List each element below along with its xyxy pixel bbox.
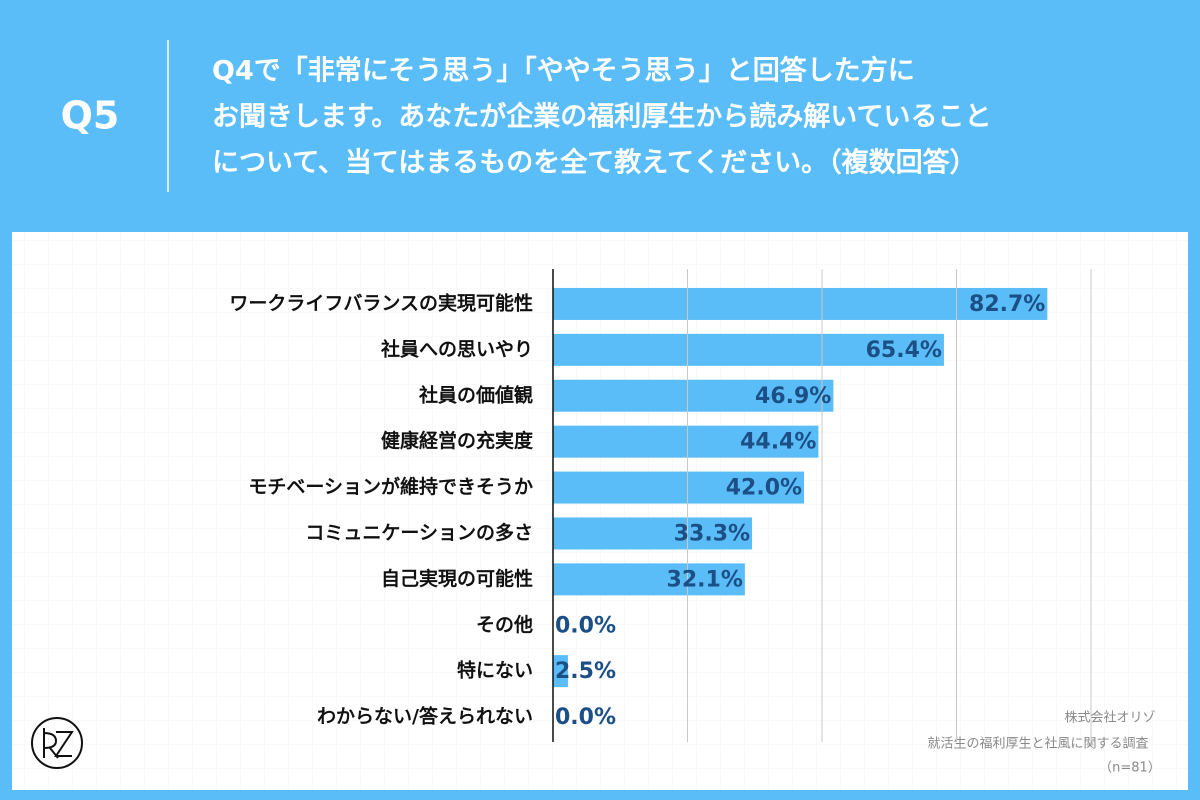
category-label: モチベーションが維持できそうか [248, 475, 533, 498]
question-line: について、当てはまるものを全て教えてください。（複数回答） [212, 147, 977, 179]
bar [553, 517, 753, 550]
category-label: 自己実現の可能性 [381, 567, 533, 590]
bar [553, 655, 568, 688]
value-label: 0.0% [555, 613, 616, 638]
bar [553, 333, 944, 366]
value-label: 44.4% [740, 430, 816, 455]
value-label: 0.0% [555, 705, 616, 730]
question-number: Q5 [61, 94, 120, 138]
logo [31, 717, 83, 769]
value-label: 2.5% [555, 659, 616, 684]
value-label: 46.9% [755, 384, 831, 409]
bar [553, 563, 745, 596]
value-label: 42.0% [726, 476, 802, 501]
bar [553, 379, 834, 412]
question-line: Q4で「非常にそう思う」「ややそう思う」と回答した方に [212, 55, 915, 87]
category-label: ワークライフバランスの実現可能性 [229, 291, 533, 314]
category-label: 社員への思いやり [380, 337, 533, 360]
category-label: 健康経営の充実度 [381, 429, 534, 452]
bar [553, 287, 1048, 320]
bar [553, 471, 805, 504]
bar [553, 425, 819, 458]
value-label: 82.7% [969, 292, 1045, 317]
source-text: 就活生の福利厚生と社風に関する調査 [927, 736, 1148, 752]
question-line: お聞きします。あなたが企業の福利厚生から読み解いていること [212, 101, 992, 133]
value-label: 32.1% [667, 567, 743, 592]
source-text: （n=81） [1099, 761, 1161, 776]
panel-grid [12, 232, 1188, 790]
category-label: 社員の価値観 [418, 383, 533, 406]
category-label: 特にない [457, 660, 533, 682]
source-text: 株式会社オリゾ [1064, 710, 1155, 726]
value-label: 65.4% [866, 338, 942, 363]
value-label: 33.3% [674, 521, 750, 546]
category-label: わからない/答えられない [317, 705, 533, 728]
category-label: コミュニケーションの多さ [305, 521, 533, 544]
category-label: その他 [476, 613, 533, 636]
